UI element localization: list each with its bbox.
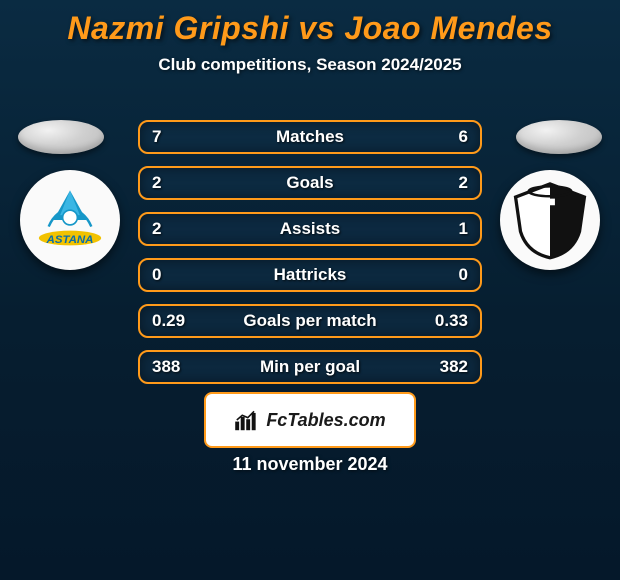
stat-right-value: 0.33	[435, 306, 468, 336]
stat-row: 0Hattricks0	[138, 258, 482, 292]
stat-row: 0.29Goals per match0.33	[138, 304, 482, 338]
infographic-date: 11 november 2024	[0, 454, 620, 475]
stat-row: 7Matches6	[138, 120, 482, 154]
stat-label: Min per goal	[140, 357, 480, 377]
comparison-subtitle: Club competitions, Season 2024/2025	[0, 47, 620, 75]
stat-right-value: 6	[459, 122, 468, 152]
left-country-flag	[18, 120, 104, 154]
stat-label: Goals per match	[140, 311, 480, 331]
stat-row: 388Min per goal382	[138, 350, 482, 384]
stat-label: Hattricks	[140, 265, 480, 285]
stat-right-value: 382	[440, 352, 468, 382]
astana-logo-icon: ASTANA	[29, 179, 111, 261]
stats-table: 7Matches62Goals22Assists10Hattricks00.29…	[138, 120, 482, 384]
right-country-flag	[516, 120, 602, 154]
stat-label: Matches	[140, 127, 480, 147]
svg-text:ASTANA: ASTANA	[46, 234, 94, 246]
stat-label: Goals	[140, 173, 480, 193]
stat-row: 2Goals2	[138, 166, 482, 200]
attribution-text: FcTables.com	[266, 410, 385, 431]
stat-right-value: 1	[459, 214, 468, 244]
vitoria-logo-icon	[509, 179, 591, 261]
stat-right-value: 2	[459, 168, 468, 198]
left-club-badge: ASTANA	[20, 170, 120, 270]
stat-right-value: 0	[459, 260, 468, 290]
comparison-title: Nazmi Gripshi vs Joao Mendes	[0, 0, 620, 47]
stat-label: Assists	[140, 219, 480, 239]
attribution-badge: FcTables.com	[204, 392, 416, 448]
stat-row: 2Assists1	[138, 212, 482, 246]
right-club-badge	[500, 170, 600, 270]
fctables-logo-icon	[234, 409, 260, 431]
